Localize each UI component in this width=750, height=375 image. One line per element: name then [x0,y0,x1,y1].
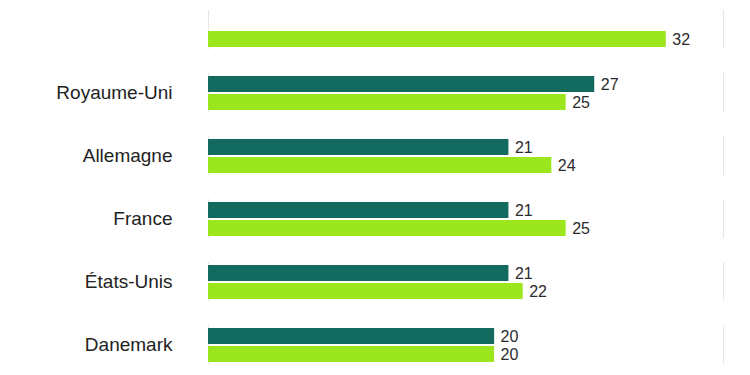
svg-text:22: 22 [529,283,547,300]
svg-text:20: 20 [501,346,519,363]
svg-text:21: 21 [515,265,533,282]
svg-text:Royaume-Uni: Royaume-Uni [56,82,172,103]
svg-text:Allemagne: Allemagne [83,145,173,166]
svg-text:27: 27 [601,76,619,93]
svg-text:32: 32 [672,31,690,48]
svg-text:20: 20 [501,328,519,345]
svg-text:24: 24 [558,157,576,174]
svg-text:21: 21 [515,202,533,219]
svg-text:Danemark: Danemark [85,334,173,355]
svg-text:21: 21 [515,139,533,156]
svg-text:France: France [113,208,172,229]
svg-text:25: 25 [572,220,590,237]
svg-text:États-Unis: États-Unis [85,271,173,292]
svg-text:25: 25 [572,94,590,111]
